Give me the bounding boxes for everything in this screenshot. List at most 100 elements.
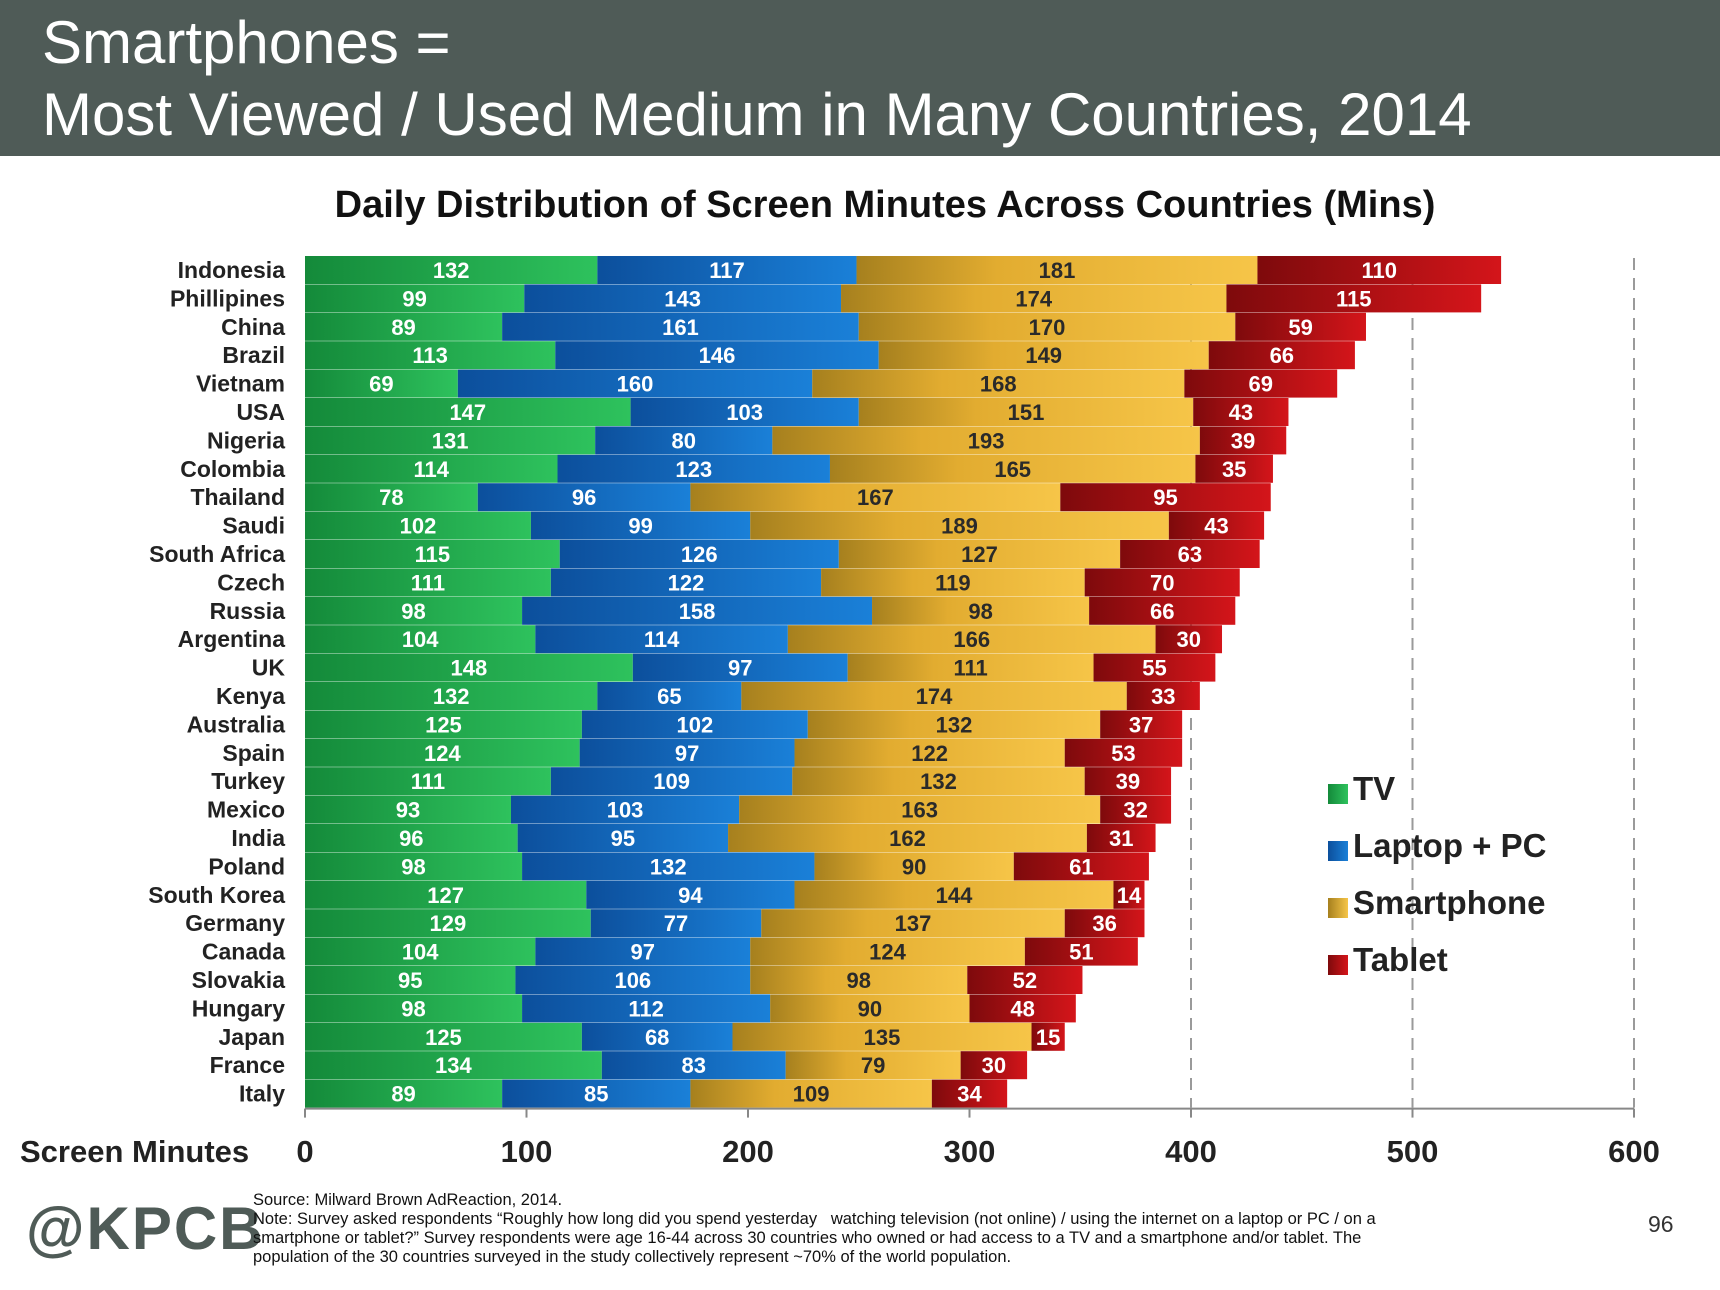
chart-title: Daily Distribution of Screen Minutes Acr… — [334, 184, 1436, 226]
bar-russia-tablet — [1089, 596, 1236, 625]
data-label-russia-tablet: 66 — [1150, 599, 1174, 624]
bar-colombia-laptop-pc — [557, 454, 830, 483]
bar-nigeria-tv — [305, 426, 596, 455]
bar-china-tablet — [1235, 312, 1366, 341]
bar-usa-tablet — [1193, 398, 1289, 426]
x-tick-label-500: 500 — [1387, 1134, 1439, 1169]
data-label-italy-laptop-pc: 85 — [584, 1082, 608, 1107]
bar-indonesia-tablet — [1257, 256, 1502, 284]
data-label-poland-tablet: 61 — [1069, 854, 1093, 879]
bar-india-tv — [305, 824, 518, 852]
data-label-uk-tv: 148 — [451, 656, 488, 681]
data-label-japan-tv: 125 — [425, 1025, 462, 1050]
bar-poland-tv — [305, 852, 523, 881]
country-label-south-africa: South Africa — [149, 541, 285, 567]
x-tick-label-0: 0 — [296, 1134, 313, 1169]
data-label-australia-smartphone: 132 — [936, 712, 973, 737]
data-label-turkey-smartphone: 132 — [920, 769, 957, 794]
source-line: Source: Milward Brown AdReaction, 2014. — [253, 1191, 563, 1209]
data-label-south-korea-laptop-pc: 94 — [678, 883, 703, 908]
data-label-phillipines-smartphone: 174 — [1015, 286, 1052, 311]
data-label-australia-tv: 125 — [425, 712, 462, 737]
bar-france-smartphone — [785, 1051, 961, 1080]
bar-uk-smartphone — [847, 653, 1094, 682]
data-label-spain-smartphone: 122 — [911, 741, 948, 766]
note-line-2: smartphone or tablet?” Survey respondent… — [253, 1229, 1362, 1247]
data-label-czech-tablet: 70 — [1150, 570, 1174, 595]
bar-usa-smartphone — [858, 398, 1194, 426]
data-label-india-tv: 96 — [399, 826, 423, 851]
data-label-thailand-tv: 78 — [379, 485, 403, 510]
data-label-colombia-tv: 114 — [414, 457, 450, 482]
bar-kenya-smartphone — [741, 682, 1127, 710]
country-label-usa: USA — [236, 399, 285, 425]
data-label-slovakia-smartphone: 98 — [847, 968, 871, 993]
data-label-brazil-tv: 113 — [412, 343, 448, 368]
data-label-canada-tablet: 51 — [1069, 940, 1093, 965]
data-label-australia-laptop-pc: 102 — [676, 712, 713, 737]
data-label-russia-laptop-pc: 158 — [679, 599, 716, 624]
data-label-mexico-smartphone: 163 — [901, 798, 938, 823]
bar-australia-tv — [305, 710, 582, 739]
data-label-colombia-laptop-pc: 123 — [675, 457, 712, 482]
bar-canada-laptop-pc — [535, 937, 751, 966]
data-label-thailand-laptop-pc: 96 — [572, 485, 596, 510]
bar-south-africa-tablet — [1120, 540, 1260, 568]
bar-czech-smartphone — [821, 568, 1085, 597]
bar-thailand-laptop-pc — [477, 483, 691, 512]
bar-spain-tablet — [1064, 738, 1183, 767]
bar-vietnam-tablet — [1184, 369, 1338, 398]
bar-mexico-tv — [305, 795, 511, 824]
bar-mexico-laptop-pc — [510, 795, 740, 824]
data-label-mexico-tv: 93 — [396, 798, 420, 823]
data-label-japan-laptop-pc: 68 — [645, 1025, 669, 1050]
bar-india-laptop-pc — [517, 824, 729, 852]
data-label-russia-tv: 98 — [401, 599, 425, 624]
bar-mexico-smartphone — [739, 795, 1101, 824]
bar-saudi-laptop-pc — [530, 511, 751, 540]
bar-nigeria-laptop-pc — [595, 426, 773, 455]
country-label-saudi: Saudi — [222, 513, 285, 539]
country-label-uk: UK — [252, 655, 286, 681]
bar-spain-laptop-pc — [579, 738, 795, 767]
bar-south-korea-tablet — [1113, 880, 1145, 909]
country-label-hungary: Hungary — [192, 995, 286, 1021]
data-label-uk-tablet: 55 — [1142, 656, 1166, 681]
data-label-south-africa-laptop-pc: 126 — [681, 542, 718, 567]
bar-france-laptop-pc — [601, 1051, 786, 1080]
page-number: 96 — [1648, 1211, 1674, 1237]
data-label-spain-tablet: 53 — [1111, 741, 1135, 766]
data-label-poland-tv: 98 — [401, 854, 425, 879]
country-label-italy: Italy — [239, 1081, 285, 1107]
kpcb-logo: @KPCB — [26, 1195, 265, 1262]
bar-argentina-laptop-pc — [535, 625, 788, 654]
data-label-brazil-tablet: 66 — [1270, 343, 1294, 368]
bar-india-tablet — [1086, 824, 1156, 852]
bar-canada-tablet — [1024, 937, 1138, 966]
data-label-china-smartphone: 170 — [1029, 315, 1066, 340]
data-label-usa-laptop-pc: 103 — [726, 400, 763, 425]
country-label-south-korea: South Korea — [148, 882, 285, 908]
bar-japan-smartphone — [732, 1022, 1032, 1051]
data-label-hungary-laptop-pc: 112 — [628, 996, 664, 1021]
data-label-phillipines-tv: 99 — [402, 286, 426, 311]
data-label-argentina-smartphone: 166 — [953, 627, 990, 652]
bar-india-smartphone — [728, 824, 1087, 852]
legend-swatch-tablet — [1328, 955, 1348, 975]
legend-label-laptop-pc: Laptop + PC — [1353, 827, 1547, 864]
data-label-usa-smartphone: 151 — [1008, 400, 1045, 425]
data-label-czech-tv: 111 — [411, 570, 445, 595]
data-label-france-tablet: 30 — [982, 1053, 1006, 1078]
bar-usa-laptop-pc — [630, 398, 859, 426]
data-label-india-laptop-pc: 95 — [611, 826, 635, 851]
x-tick-label-200: 200 — [722, 1134, 774, 1169]
bar-hungary-smartphone — [770, 994, 970, 1023]
legend-swatch-laptop-pc — [1328, 841, 1348, 861]
data-label-germany-tv: 129 — [430, 911, 467, 936]
data-label-south-africa-tablet: 63 — [1178, 542, 1202, 567]
bar-argentina-tv — [305, 625, 536, 654]
data-label-russia-smartphone: 98 — [968, 599, 992, 624]
bar-nigeria-tablet — [1199, 426, 1287, 455]
data-label-poland-smartphone: 90 — [902, 854, 926, 879]
bar-slovakia-laptop-pc — [515, 966, 751, 994]
